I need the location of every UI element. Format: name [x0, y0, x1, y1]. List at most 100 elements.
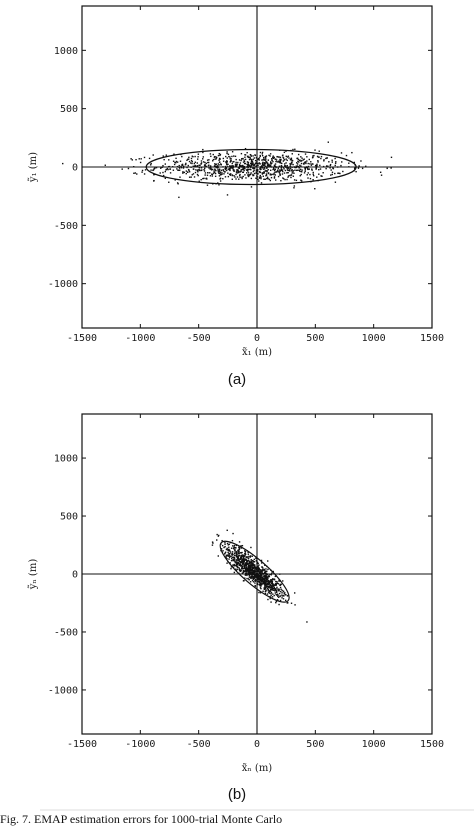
scatter-point — [320, 157, 322, 160]
scatter-point — [276, 599, 279, 601]
scatter-point — [267, 169, 269, 171]
scatter-point — [290, 161, 293, 164]
scatter-point — [267, 577, 269, 580]
scatter-point — [255, 172, 258, 174]
scatter-point — [355, 170, 357, 173]
scatter-point — [256, 583, 259, 585]
scatter-point — [210, 169, 213, 171]
confidence-ellipse — [219, 540, 290, 603]
scatter-point — [279, 162, 281, 164]
scatter-point — [233, 554, 236, 557]
scatter-point — [219, 172, 221, 175]
scatter-point — [231, 151, 234, 153]
scatter-point — [260, 166, 263, 168]
scatter-point — [238, 564, 240, 566]
panel-b-x-ticks: -1500 -1000 -500 0 500 1000 1500 — [67, 414, 444, 750]
scatter-point — [257, 580, 260, 582]
scatter-point — [289, 163, 292, 165]
scatter-point — [269, 590, 271, 592]
scatter-point — [215, 163, 217, 165]
scatter-point — [284, 165, 287, 167]
scatter-point — [306, 160, 308, 162]
scatter-point — [255, 577, 257, 579]
scatter-point — [291, 172, 293, 174]
scatter-point — [160, 167, 162, 169]
scatter-point — [237, 551, 239, 553]
scatter-point — [225, 556, 227, 559]
scatter-point — [246, 556, 248, 559]
scatter-point — [238, 562, 240, 565]
scatter-point — [240, 170, 242, 173]
scatter-point — [162, 174, 165, 177]
scatter-point — [271, 580, 274, 582]
scatter-point — [168, 159, 170, 161]
scatter-point — [312, 173, 314, 175]
scatter-point — [266, 580, 268, 582]
scatter-point — [242, 562, 245, 565]
scatter-point — [243, 570, 245, 573]
scatter-point — [260, 576, 263, 578]
scatter-point — [266, 585, 268, 588]
scatter-point — [222, 170, 225, 172]
scatter-point — [321, 175, 323, 177]
scatter-point — [250, 177, 253, 180]
scatter-point — [229, 156, 231, 158]
scatter-point — [269, 597, 271, 600]
scatter-point — [242, 560, 244, 563]
scatter-point — [281, 173, 284, 175]
scatter-point — [247, 569, 249, 571]
scatter-point — [252, 573, 255, 576]
scatter-point — [242, 567, 244, 570]
scatter-point — [243, 579, 245, 582]
scatter-point — [206, 159, 209, 161]
scatter-point — [226, 169, 228, 172]
scatter-point — [190, 166, 192, 168]
scatter-point — [358, 165, 360, 167]
scatter-point — [256, 575, 259, 578]
scatter-point — [261, 167, 264, 169]
scatter-point — [252, 162, 254, 164]
scatter-point — [265, 575, 268, 577]
scatter-point — [257, 568, 260, 570]
scatter-point — [285, 155, 287, 158]
scatter-point — [199, 164, 201, 167]
scatter-point — [272, 584, 274, 586]
scatter-point — [297, 166, 300, 168]
scatter-point — [267, 583, 270, 586]
scatter-point — [242, 555, 244, 558]
scatter-point — [267, 172, 270, 175]
scatter-point — [259, 572, 261, 574]
scatter-point — [217, 168, 219, 170]
scatter-point — [269, 588, 272, 591]
scatter-point — [239, 569, 242, 571]
scatter-point — [194, 164, 196, 167]
panel-b-ylabel: ỹₙ (m) — [28, 559, 39, 591]
scatter-point — [245, 562, 248, 564]
scatter-point — [238, 552, 240, 555]
scatter-point — [251, 562, 253, 564]
scatter-point — [251, 160, 254, 163]
scatter-point — [225, 155, 227, 158]
scatter-point — [245, 573, 248, 576]
scatter-point — [264, 178, 266, 180]
scatter-point — [228, 554, 230, 556]
scatter-point — [297, 153, 300, 156]
scatter-point — [222, 169, 224, 171]
scatter-point — [258, 570, 260, 573]
scatter-point — [190, 157, 193, 160]
scatter-point — [308, 168, 310, 170]
scatter-point — [286, 164, 288, 167]
scatter-point — [241, 561, 243, 564]
scatter-point — [186, 166, 188, 169]
scatter-point — [225, 162, 228, 164]
scatter-point — [188, 176, 191, 178]
scatter-point — [303, 163, 305, 165]
scatter-point — [341, 161, 343, 163]
scatter-point — [278, 172, 281, 174]
scatter-point — [325, 157, 327, 160]
scatter-point — [244, 168, 246, 170]
scatter-point — [282, 157, 285, 159]
scatter-point — [168, 165, 171, 168]
scatter-point — [279, 590, 282, 593]
scatter-point — [307, 168, 309, 171]
